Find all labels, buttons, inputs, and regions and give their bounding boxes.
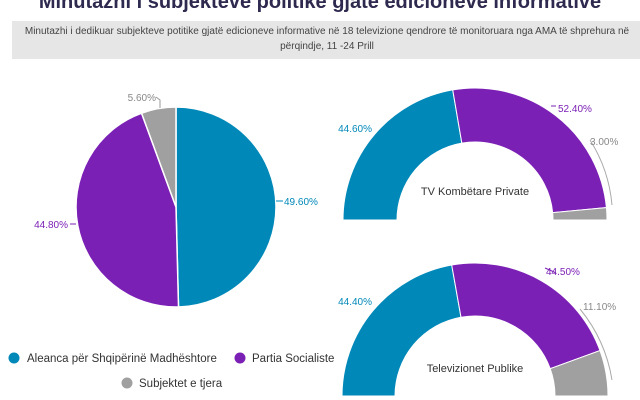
chart-subtitle: Minutazhi i dedikuar subjekteve potitike… — [12, 21, 640, 59]
donut1-connector-2 — [589, 139, 613, 206]
legend-marker-1 — [8, 352, 20, 364]
donut2-data-label-1: 44.40% — [338, 297, 372, 308]
legend-marker-3 — [121, 377, 133, 389]
donut1-segment-1 — [342, 89, 463, 221]
donut2-segment-1 — [341, 264, 462, 397]
donut1-data-label-2: 52.40% — [558, 104, 592, 115]
pie-data-label-2: 44.80% — [34, 220, 68, 231]
donut2-segment-3 — [549, 349, 609, 397]
donut2-segment-2 — [451, 262, 601, 370]
donut2-data-label-2: 44.50% — [546, 267, 580, 278]
pie-data-label-1: 49.60% — [284, 197, 318, 208]
pie-data-label-3: 5.60% — [128, 93, 156, 104]
donut1-segment-2 — [452, 87, 607, 214]
pie-slice-3 — [140, 106, 177, 208]
donut2-connector-1 — [544, 267, 557, 274]
legend-label-3: Subjektet e tjera — [139, 378, 223, 390]
chart-title: Minutazhi i subjekteve politike gjatë ed… — [38, 0, 602, 13]
donut2-connector-2 — [579, 308, 613, 381]
donut1-title: TV Kombëtare Private — [421, 186, 529, 198]
donut2-data-label-3: 11.10% — [583, 302, 616, 313]
donut1-data-label-1: 44.60% — [338, 124, 372, 135]
legend-label-2: Partia Socialiste — [252, 353, 334, 365]
donut1-segment-3 — [552, 207, 608, 221]
legend-label-1: Aleanca për Shqipërinë Madhështore — [27, 353, 217, 365]
pie-slice-2 — [75, 112, 180, 308]
pie-slice-1 — [175, 106, 277, 308]
donut1-data-label-3: 3.00% — [590, 137, 618, 148]
legend-marker-2 — [234, 352, 246, 364]
donut2-title: Televizionet Publike — [427, 363, 524, 375]
pie-connector-3 — [155, 96, 161, 108]
